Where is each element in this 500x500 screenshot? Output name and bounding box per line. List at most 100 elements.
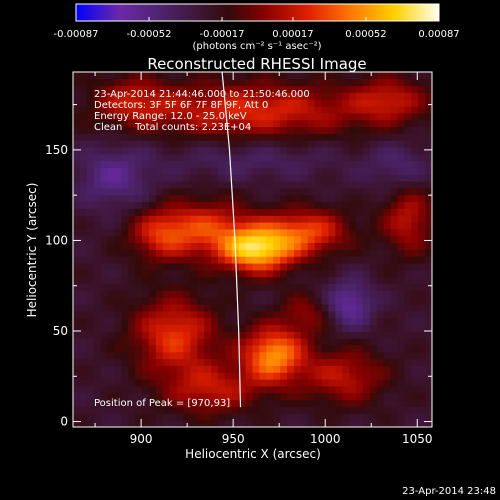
heatmap-cell xyxy=(314,406,322,414)
heatmap-cell xyxy=(252,147,260,155)
heatmap-cell xyxy=(79,147,88,155)
heatmap-cell xyxy=(411,338,419,346)
heatmap-cell xyxy=(238,283,246,291)
heatmap-cell xyxy=(300,188,309,196)
heatmap-cell xyxy=(349,392,357,401)
heatmap-cell xyxy=(238,215,246,223)
heatmap-cell xyxy=(176,229,184,237)
heatmap-cell xyxy=(162,167,171,175)
heatmap-cell xyxy=(73,297,81,305)
heatmap-cell xyxy=(190,351,198,360)
heatmap-cell xyxy=(369,406,378,414)
heatmap-cell xyxy=(204,392,212,401)
heatmap-cell xyxy=(321,338,329,346)
heatmap-cell xyxy=(390,167,398,175)
heatmap-cell xyxy=(135,406,143,414)
heatmap-cell xyxy=(155,304,164,312)
heatmap-cell xyxy=(383,269,391,278)
heatmap-cell xyxy=(411,413,419,421)
heatmap-cell xyxy=(128,188,136,196)
heatmap-cell xyxy=(287,126,295,134)
heatmap-cell xyxy=(114,201,122,209)
colorbar-unit-label: (photons cm⁻² s⁻¹ asec⁻²) xyxy=(192,41,321,52)
heatmap-cell xyxy=(369,92,378,100)
heatmap-cell xyxy=(266,92,274,100)
heatmap-cell xyxy=(335,112,343,121)
heatmap-cell xyxy=(307,78,316,87)
heatmap-cell xyxy=(293,167,302,175)
heatmap-cell xyxy=(342,358,350,366)
heatmap-cell xyxy=(142,92,150,100)
heatmap-cell xyxy=(307,324,316,332)
heatmap-cell xyxy=(362,92,371,100)
heatmap-cell xyxy=(356,112,364,121)
heatmap-cell xyxy=(328,331,336,339)
heatmap-cell xyxy=(79,242,88,250)
heatmap-cell xyxy=(328,140,336,148)
heatmap-cell xyxy=(280,99,288,107)
heatmap-cell xyxy=(238,249,246,257)
heatmap-cell xyxy=(383,194,391,203)
heatmap-cell xyxy=(128,140,136,148)
heatmap-cell xyxy=(411,147,419,155)
heatmap-cell xyxy=(100,194,108,203)
heatmap-cell xyxy=(342,310,350,319)
heatmap-cell xyxy=(107,276,115,285)
heatmap-cell xyxy=(135,140,143,148)
heatmap-cell xyxy=(293,229,302,237)
heatmap-cell xyxy=(86,269,95,278)
heatmap-cell xyxy=(266,290,274,298)
heatmap-cell xyxy=(307,256,316,264)
heatmap-cell xyxy=(162,106,171,114)
heatmap-cell xyxy=(314,290,322,298)
heatmap-cell xyxy=(121,358,129,366)
heatmap-cell xyxy=(114,386,122,394)
heatmap-cell xyxy=(176,283,184,291)
heatmap-cell xyxy=(73,242,81,250)
heatmap-cell xyxy=(169,174,177,182)
heatmap-cell xyxy=(128,317,136,325)
heatmap-cell xyxy=(100,242,108,250)
heatmap-cell xyxy=(383,276,391,285)
heatmap-cell xyxy=(287,297,295,305)
heatmap-cell xyxy=(121,324,129,332)
heatmap-cell xyxy=(266,181,274,189)
heatmap-cell xyxy=(369,119,378,128)
heatmap-cell xyxy=(183,112,191,121)
heatmap-cell xyxy=(231,126,240,134)
heatmap-cell xyxy=(211,160,219,168)
heatmap-cell xyxy=(252,99,260,107)
heatmap-cell xyxy=(349,174,357,182)
heatmap-cell xyxy=(397,249,405,257)
heatmap-cell xyxy=(93,181,102,189)
heatmap-cell xyxy=(418,256,426,264)
heatmap-cell xyxy=(224,106,233,114)
heatmap-cell xyxy=(404,413,412,421)
heatmap-cell xyxy=(390,263,398,271)
heatmap-cell xyxy=(376,147,385,155)
heatmap-cell xyxy=(245,167,253,175)
heatmap-cell xyxy=(224,85,233,93)
heatmap-cell xyxy=(73,229,81,237)
heatmap-cell xyxy=(411,263,419,271)
heatmap-cell xyxy=(293,331,302,339)
heatmap-cell xyxy=(369,112,378,121)
heatmap-cell xyxy=(280,174,288,182)
heatmap-cell xyxy=(211,256,219,264)
heatmap-cell xyxy=(148,263,157,271)
heatmap-cell xyxy=(73,249,81,257)
heatmap-cell xyxy=(369,167,378,175)
heatmap-cell xyxy=(397,406,405,414)
heatmap-cell xyxy=(397,269,405,278)
heatmap-cell xyxy=(307,222,316,230)
heatmap-cell xyxy=(342,290,350,298)
heatmap-cell xyxy=(376,365,385,373)
heatmap-cell xyxy=(411,174,419,182)
heatmap-cell xyxy=(231,372,240,380)
heatmap-cell xyxy=(162,126,171,134)
heatmap-cell xyxy=(356,72,364,80)
heatmap-cell xyxy=(155,201,164,209)
heatmap-cell xyxy=(169,365,177,373)
heatmap-cell xyxy=(342,85,350,93)
heatmap-cell xyxy=(390,147,398,155)
